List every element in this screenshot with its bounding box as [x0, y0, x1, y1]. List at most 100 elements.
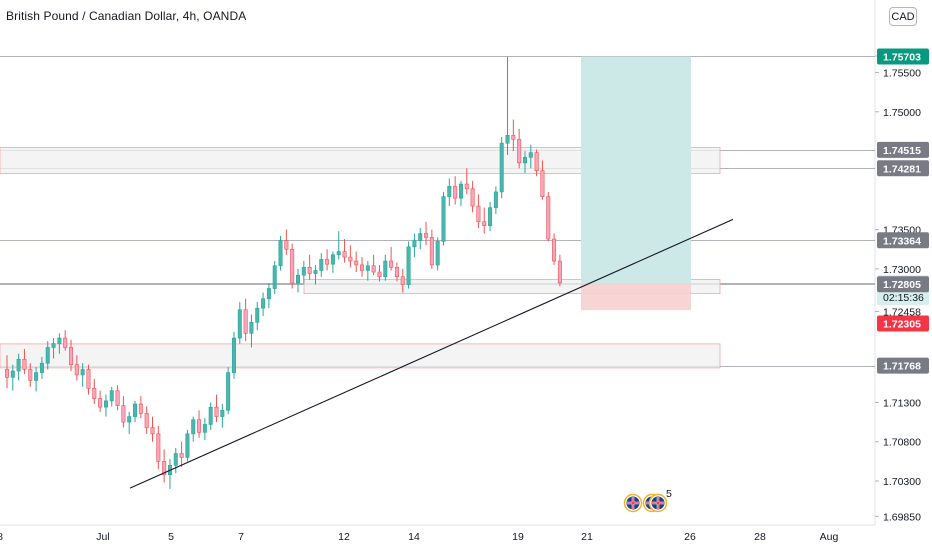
candle-body [313, 270, 318, 274]
date-tick-label: Jul [96, 531, 109, 543]
candle-body [45, 347, 50, 364]
candle-body [534, 152, 539, 171]
currency-button[interactable]: CAD [889, 7, 917, 26]
uk-flag-icon[interactable] [623, 493, 643, 513]
candle-body [528, 152, 533, 158]
date-tick-label: 12 [338, 531, 350, 543]
price-tick-label: 1.70800 [883, 437, 921, 449]
candle-body [16, 358, 21, 372]
target-zone [581, 56, 691, 284]
candle-body [121, 405, 126, 423]
candle-body [51, 343, 56, 348]
candle-body [34, 372, 39, 381]
candle-body [435, 241, 440, 266]
candle-body [191, 419, 196, 435]
candle-body [400, 276, 405, 285]
price-badge: 1.72805 [877, 276, 929, 293]
uk-flag-icon[interactable] [648, 493, 668, 513]
candle-body [80, 369, 85, 376]
candle-body [371, 265, 376, 273]
candle-body [336, 251, 341, 256]
date-tick-label: 7 [238, 531, 244, 543]
candle-body [342, 251, 347, 258]
candle-body [499, 142, 504, 193]
price-badge-bg [877, 357, 929, 374]
date-tick-label: 14 [408, 531, 420, 543]
candle-body [173, 453, 178, 466]
candle-body [505, 135, 510, 144]
candle-body [74, 364, 79, 376]
candle-body [546, 196, 551, 240]
candle-body [109, 390, 114, 402]
candle-body [295, 274, 300, 284]
price-badge-label: 1.72305 [883, 318, 921, 330]
date-tick-label: 26 [684, 531, 696, 543]
candle-body [476, 205, 481, 223]
candle-body [115, 390, 120, 406]
candle-body [552, 238, 557, 262]
candle-body [92, 388, 97, 399]
candle-body [144, 413, 149, 428]
candle-body [278, 240, 283, 267]
price-tick-label: 1.70300 [883, 476, 921, 488]
candle-body [272, 265, 277, 289]
price-tick-label: 1.72458 [883, 306, 921, 318]
price-badge-bg [877, 315, 929, 332]
price-tick-label: 1.75500 [883, 67, 921, 79]
candle-body [220, 409, 225, 417]
candle-body [214, 406, 219, 417]
candle-body [39, 362, 44, 373]
price-badge-label: 1.75703 [883, 52, 921, 64]
candle-body [522, 157, 527, 164]
trendline [129, 218, 734, 489]
price-badge-bg [877, 232, 929, 249]
candle-body [197, 419, 202, 433]
price-badge-label: 1.74515 [883, 145, 921, 157]
candle-body [208, 406, 213, 425]
candle-body [354, 260, 359, 266]
candle-body [243, 309, 248, 334]
date-tick-label: Aug [820, 531, 839, 543]
candle-body [255, 307, 260, 323]
candle-body [360, 264, 365, 271]
date-tick-label: 8 [0, 531, 3, 543]
candle-body [185, 433, 190, 458]
price-badge: 1.72305 [877, 315, 929, 332]
candle-body [412, 240, 417, 248]
candle-body [424, 233, 429, 238]
candle-body [103, 400, 108, 408]
candle-body [138, 403, 143, 414]
price-tick-label: 1.71300 [883, 397, 921, 409]
price-badge-label: 1.73364 [883, 235, 921, 247]
candle-body [98, 398, 103, 408]
candle-body [266, 288, 271, 300]
candle-body [441, 196, 446, 242]
candle-body [69, 347, 74, 366]
candle-body [429, 237, 434, 266]
candle-body [162, 461, 167, 476]
candle-body [22, 358, 27, 370]
price-badge-bg [877, 141, 929, 158]
candle-body [540, 170, 545, 197]
candle-body [447, 186, 452, 197]
candle-body [464, 183, 469, 190]
candle-body [348, 256, 353, 262]
price-badge: 1.71768 [877, 357, 929, 374]
candle-body [511, 135, 516, 140]
date-tick-label: 21 [581, 531, 593, 543]
candle-body [261, 298, 266, 309]
candle-body [488, 207, 493, 226]
candle-body [133, 403, 138, 417]
candle-body [325, 259, 330, 265]
candle-body [179, 453, 184, 458]
candle-body [301, 267, 306, 276]
candle-body [202, 424, 207, 433]
candle-body [377, 271, 382, 278]
candle-body [394, 267, 399, 278]
candle-body [482, 221, 487, 226]
candle-body [226, 372, 231, 411]
price-badge-label: 1.71768 [883, 361, 921, 373]
price-badge-label: 1.74281 [883, 163, 921, 175]
